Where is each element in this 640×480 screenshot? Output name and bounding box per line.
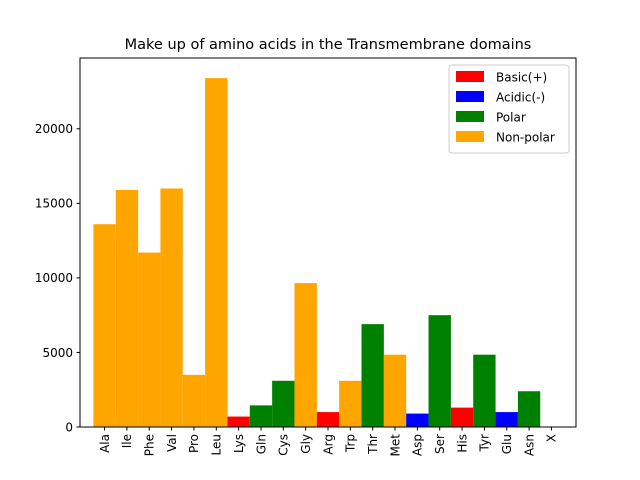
bar-ala [93,224,116,427]
x-tick-label-lys: Lys [232,434,246,453]
y-tick-label: 10000 [35,271,73,285]
bar-gln [249,405,273,427]
bar-his [450,407,474,427]
x-tick-label-met: Met [388,434,402,457]
x-tick-label-gln: Gln [254,434,268,454]
x-axis: Ala Ile Phe Val Pro Leu Lys Gln Cys Gly Arg Trp Thr M… [98,427,559,456]
x-tick-label-phe: Phe [143,434,157,456]
bar-leu [205,78,228,428]
bar-lys [227,416,250,427]
y-axis: 0 5000 10000 15000 20000 [35,122,80,434]
x-tick-label-ala: Ala [98,434,112,453]
bar-pro [182,374,206,427]
x-tick-label-pro: Pro [187,434,201,453]
y-tick-label: 20000 [35,122,73,136]
bar-asp [406,413,429,427]
legend-swatch-2 [456,111,484,122]
y-tick-label: 0 [65,420,73,434]
legend-swatch-1 [456,91,484,102]
bar-asn [517,391,541,427]
bar-phe [138,252,161,427]
x-tick-label-leu: Leu [210,434,224,455]
x-tick-label-val: Val [165,434,179,452]
bars-layer [93,78,541,428]
bar-val [160,188,183,427]
x-tick-label-arg: Arg [321,434,335,455]
x-tick-label-trp: Trp [344,434,358,453]
y-tick-label: 15000 [35,197,73,211]
x-tick-label-his: His [455,434,469,453]
legend-swatch-0 [456,71,484,82]
bar-ile [115,189,139,427]
chart-title: Make up of amino acids in the Transmembr… [125,37,532,53]
bar-glu [495,412,518,427]
bar-gly [294,283,317,427]
legend: Basic(+) Acidic(-) Polar Non-polar [448,64,570,154]
bar-trp [339,380,362,427]
bar-cys [272,380,295,427]
bar-arg [316,412,340,427]
x-tick-label-glu: Glu [500,434,514,454]
x-tick-label-x: X [545,434,559,442]
x-tick-label-cys: Cys [277,434,291,456]
y-tick-label: 5000 [42,346,73,360]
x-tick-label-thr: Thr [366,434,380,455]
x-tick-label-ile: Ile [120,434,134,448]
x-tick-label-tyr: Tyr [478,434,492,453]
x-tick-label-gly: Gly [299,434,313,454]
legend-label-1: Acidic(-) [496,90,545,104]
bar-ser [428,315,451,427]
bar-met [383,354,407,427]
bar-thr [361,324,384,427]
legend-swatch-3 [456,131,484,142]
x-tick-label-asn: Asn [522,434,536,456]
bar-tyr [473,354,496,427]
legend-label-3: Non-polar [496,130,555,144]
x-tick-label-ser: Ser [433,434,447,454]
legend-label-2: Polar [496,110,526,124]
x-tick-label-asp: Asp [411,434,425,456]
legend-label-0: Basic(+) [496,70,547,84]
